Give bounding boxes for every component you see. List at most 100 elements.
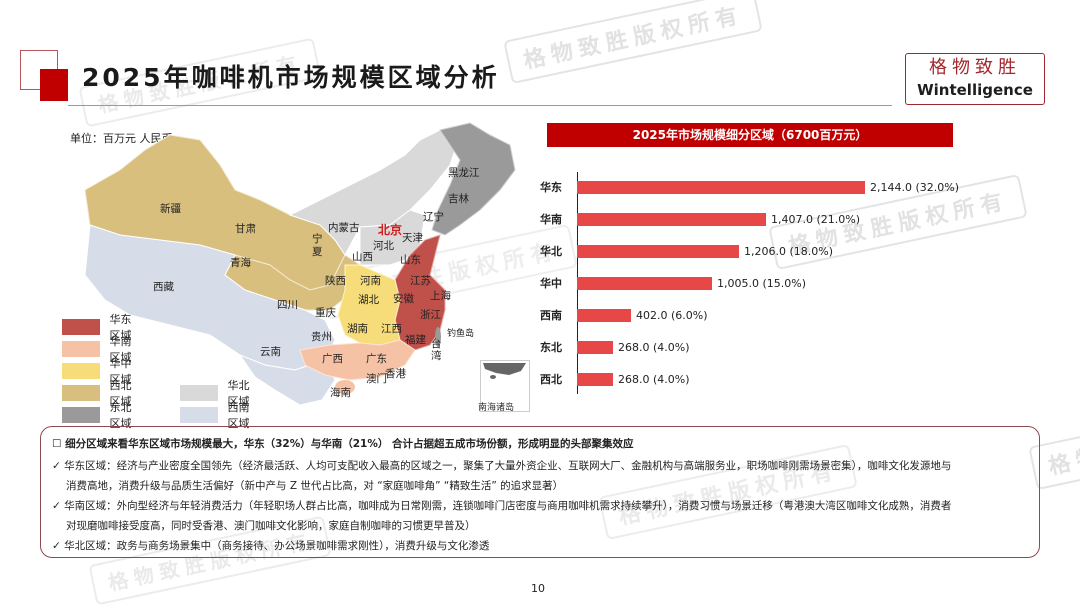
note-item-continuation: 消费高地，消费升级与品质生活偏好（新中产与 Z 世代占比高，对 “家庭咖啡角” … bbox=[66, 480, 564, 492]
headline-text: 细分区域来看华东区域市场规模最大，华东（32%）与华南（21%） 合计占据超五成… bbox=[65, 438, 634, 450]
province-label: 钓鱼岛 bbox=[447, 329, 475, 339]
bar-category: 东北 bbox=[540, 341, 562, 354]
province-label: 台湾 bbox=[431, 338, 442, 362]
province-label-capital: 北京 bbox=[378, 223, 403, 237]
bar-value: 2,144.0 (32.0%) bbox=[870, 180, 960, 194]
bar bbox=[577, 276, 712, 290]
bar bbox=[577, 372, 613, 386]
legend-item-northeast: 东北区域 bbox=[62, 399, 139, 431]
legend-item-northwest: 西北区域 bbox=[62, 377, 139, 409]
province-label: 新疆 bbox=[160, 203, 181, 215]
note-text: 华北区域：政务与商务场景集中（商务接待、办公场景咖啡需求刚性），消费升级与文化渗… bbox=[64, 540, 490, 552]
province-label: 黑龙江 bbox=[448, 167, 480, 179]
bar-value: 268.0 (4.0%) bbox=[618, 372, 690, 386]
legend-item-central: 华中区域 bbox=[62, 355, 139, 387]
province-label: 山西 bbox=[352, 251, 373, 263]
province-label: 河南 bbox=[360, 275, 381, 287]
bar-row: 华南 1,407.0 (21.0%) bbox=[540, 212, 860, 226]
province-label: 湖北 bbox=[358, 294, 379, 306]
note-text: 华东区域：经济与产业密度全国领先（经济最活跃、人均可支配收入最高的区域之一，聚集… bbox=[64, 460, 952, 472]
watermark: 格物致胜版权所有 bbox=[503, 0, 763, 85]
analysis-notes-box bbox=[40, 426, 1040, 558]
province-label: 西藏 bbox=[153, 281, 174, 293]
legend-swatch bbox=[180, 407, 218, 423]
bar-value: 402.0 (6.0%) bbox=[636, 308, 708, 322]
province-label: 重庆 bbox=[315, 307, 336, 319]
map-shapes bbox=[84, 122, 516, 406]
legend-label: 华南区域 bbox=[109, 335, 132, 364]
province-label: 上海 bbox=[430, 290, 451, 302]
bar bbox=[577, 180, 865, 194]
bar-category: 华中 bbox=[540, 277, 562, 290]
notes-headline: ☐ 细分区域来看华东区域市场规模最大，华东（32%）与华南（21%） 合计占据超… bbox=[52, 436, 634, 451]
checkmark-icon: ✓ bbox=[52, 460, 65, 472]
logo-english: Wintelligence bbox=[917, 81, 1033, 99]
province-label: 甘肃 bbox=[235, 223, 256, 235]
province-label: 湖南 bbox=[347, 323, 368, 335]
province-label: 辽宁 bbox=[423, 211, 444, 223]
header-divider bbox=[68, 105, 892, 106]
legend-swatch bbox=[62, 319, 100, 335]
brand-logo: 格物致胜 Wintelligence bbox=[905, 53, 1045, 105]
bar-row: 华中 1,005.0 (15.0%) bbox=[540, 276, 806, 290]
province-label: 天津 bbox=[402, 232, 423, 244]
bar-row: 西北 268.0 (4.0%) bbox=[540, 372, 690, 386]
province-label: 广西 bbox=[322, 353, 343, 365]
bar bbox=[577, 212, 766, 226]
legend-item-east: 华东区域 bbox=[62, 311, 139, 343]
province-label: 福建 bbox=[405, 334, 426, 346]
note-item-continuation: 对现磨咖啡接受度高，同时受香港、澳门咖啡文化影响，家庭自制咖啡的习惯更早普及） bbox=[66, 520, 476, 532]
bar bbox=[577, 340, 613, 354]
province-label: 吉林 bbox=[448, 193, 469, 205]
bar-value: 1,206.0 (18.0%) bbox=[744, 244, 834, 258]
province-label: 四川 bbox=[277, 299, 298, 311]
bar-category: 华南 bbox=[540, 213, 562, 226]
page-number: 10 bbox=[531, 582, 545, 595]
province-label: 内蒙古 bbox=[328, 222, 360, 234]
legend-label: 西北区域 bbox=[109, 379, 132, 408]
province-label: 河北 bbox=[373, 240, 394, 252]
bar-value: 1,005.0 (15.0%) bbox=[717, 276, 807, 290]
bar-category: 华东 bbox=[540, 181, 562, 194]
legend-swatch bbox=[62, 363, 100, 379]
note-text: 华南区域：外向型经济与年轻消费活力（年轻职场人群占比高，咖啡成为日常刚需，连锁咖… bbox=[64, 500, 952, 512]
square-bullet-icon: ☐ bbox=[52, 438, 66, 450]
inset-label: 南海诸岛 bbox=[478, 403, 515, 413]
bar bbox=[577, 244, 739, 258]
legend-label: 华中区域 bbox=[109, 357, 132, 386]
bar-row: 西南 402.0 (6.0%) bbox=[540, 308, 708, 322]
legend-item-south: 华南区域 bbox=[62, 333, 139, 365]
bar-row: 华东 2,144.0 (32.0%) bbox=[540, 180, 959, 194]
legend-label: 华北区域 bbox=[227, 379, 250, 408]
china-region-map: 新疆 甘肃 青海 西藏 内蒙古 宁夏 陕西 山西 河北 北京 天津 黑龙江 吉林… bbox=[60, 115, 540, 420]
note-item: ✓ 华南区域：外向型经济与年轻消费活力（年轻职场人群占比高，咖啡成为日常刚需，连… bbox=[52, 498, 951, 513]
legend-swatch bbox=[180, 385, 218, 401]
province-label: 江西 bbox=[381, 323, 402, 335]
logo-chinese: 格物致胜 bbox=[929, 57, 1021, 78]
legend-item-north: 华北区域 bbox=[180, 377, 257, 409]
checkmark-icon: ✓ bbox=[52, 500, 65, 512]
province-label: 山东 bbox=[400, 254, 421, 266]
chart-title: 2025年市场规模细分区域（6700百万元） bbox=[547, 123, 953, 147]
bar-value: 1,407.0 (21.0%) bbox=[771, 212, 861, 226]
south-china-sea-inset bbox=[480, 360, 530, 412]
province-label: 云南 bbox=[260, 346, 281, 358]
bar-category: 华北 bbox=[540, 245, 562, 258]
province-label: 澳门 bbox=[366, 373, 387, 385]
province-label: 宁夏 bbox=[312, 233, 323, 258]
province-label: 江苏 bbox=[410, 275, 431, 287]
province-label: 安徽 bbox=[393, 293, 414, 305]
unit-label: 单位：百万元 人民币 bbox=[70, 132, 173, 145]
bar-category: 西南 bbox=[540, 309, 562, 322]
province-label: 海南 bbox=[330, 387, 351, 399]
bar bbox=[577, 308, 631, 322]
bar-category: 西北 bbox=[540, 373, 562, 386]
province-label: 浙江 bbox=[420, 309, 441, 321]
note-item: ✓ 华北区域：政务与商务场景集中（商务接待、办公场景咖啡需求刚性），消费升级与文… bbox=[52, 538, 489, 553]
page-title: 2025年咖啡机市场规模区域分析 bbox=[82, 63, 500, 92]
province-label: 贵州 bbox=[311, 331, 332, 343]
province-label: 香港 bbox=[385, 368, 406, 380]
checkmark-icon: ✓ bbox=[52, 540, 65, 552]
legend-swatch bbox=[62, 341, 100, 357]
bar-value: 268.0 (4.0%) bbox=[618, 340, 690, 354]
